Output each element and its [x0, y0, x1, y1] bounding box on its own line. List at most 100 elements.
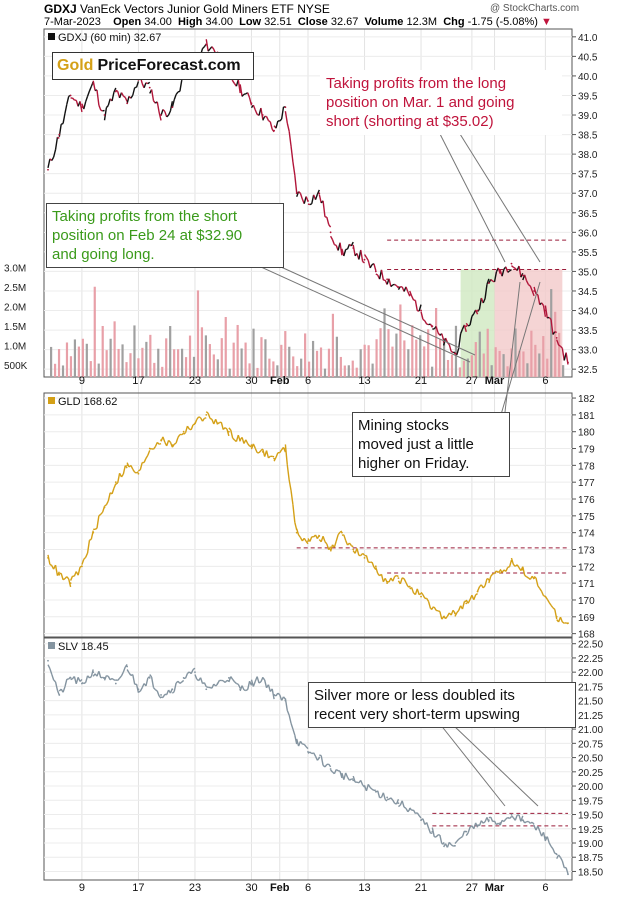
volume-bar: [169, 326, 172, 377]
price-segment: [154, 689, 158, 692]
price-segment: [367, 260, 371, 269]
data-point: [284, 106, 287, 109]
y-tick-label: 171: [578, 579, 595, 590]
data-point: [261, 114, 264, 116]
price-segment: [416, 812, 420, 817]
data-point: [442, 842, 445, 844]
price-segment: [537, 294, 541, 305]
price-segment: [138, 469, 141, 472]
price-segment: [346, 243, 351, 250]
volume-bar: [542, 336, 545, 377]
price-segment: [405, 582, 409, 587]
price-segment: [126, 462, 130, 468]
price-segment: [57, 136, 60, 139]
volume-bar: [129, 353, 132, 377]
low-value: 32.51: [264, 16, 292, 28]
price-segment: [54, 681, 59, 691]
y-tick-label: 34.5: [578, 287, 598, 298]
price-segment: [105, 500, 109, 506]
price-segment: [135, 81, 140, 88]
volume-tick-label: 2.5M: [4, 283, 26, 294]
volume-label: Volume: [364, 16, 404, 28]
price-segment: [550, 845, 554, 850]
price-segment: [431, 827, 435, 837]
price-segment: [501, 819, 505, 823]
y-tick-label: 36.5: [578, 209, 598, 220]
y-tick-label: 36.0: [578, 228, 598, 239]
data-point: [148, 676, 151, 679]
price-segment: [305, 540, 309, 545]
volume-bar: [192, 356, 196, 377]
volume-bar: [538, 353, 541, 377]
volume-bar: [494, 347, 497, 377]
price-segment: [205, 411, 209, 414]
data-point: [465, 325, 468, 328]
data-point: [420, 595, 422, 598]
volume-bar: [558, 332, 561, 377]
price-segment: [232, 80, 236, 84]
price-segment: [143, 82, 147, 89]
price-segment: [345, 540, 349, 546]
price-segment: [171, 99, 175, 108]
price-segment: [177, 434, 181, 438]
price-segment: [463, 324, 467, 332]
volume-bar: [371, 363, 374, 377]
data-point: [103, 676, 106, 679]
price-segment: [450, 350, 454, 354]
price-segment: [546, 836, 550, 844]
price-segment: [132, 468, 136, 473]
price-segment: [230, 429, 234, 439]
security-name: VanEck Vectors Junior Gold Miners ETF: [80, 2, 294, 16]
price-segment: [254, 109, 258, 115]
price-segment: [456, 609, 460, 614]
data-point: [352, 779, 355, 782]
price-segment: [507, 270, 510, 273]
volume-tick-label: 500K: [4, 361, 28, 372]
price-segment: [105, 105, 109, 109]
volume-bar: [292, 356, 295, 377]
price-segment: [139, 462, 143, 470]
price-segment: [418, 815, 422, 819]
price-segment: [203, 682, 207, 688]
data-point: [239, 688, 242, 691]
price-segment: [126, 669, 130, 674]
data-point: [182, 676, 185, 679]
price-segment: [335, 534, 339, 542]
price-segment: [486, 278, 490, 285]
price-segment: [138, 690, 141, 693]
price-segment: [311, 194, 315, 204]
price-segment: [433, 606, 437, 611]
volume-bar: [407, 349, 410, 377]
price-segment: [392, 576, 396, 582]
price-segment: [175, 91, 179, 95]
price-segment: [292, 504, 296, 523]
price-segment: [179, 79, 183, 92]
volume-bar: [478, 331, 481, 377]
price-segment: [173, 682, 177, 692]
price-segment: [279, 694, 283, 701]
price-segment: [467, 826, 471, 834]
price-segment: [478, 297, 483, 310]
price-segment: [356, 548, 360, 556]
y-tick-label: 22.25: [578, 654, 603, 665]
data-point: [58, 133, 61, 136]
volume-bar: [331, 313, 335, 377]
data-point: [544, 309, 547, 312]
price-segment: [343, 534, 347, 541]
price-segment: [117, 677, 121, 681]
price-segment: [107, 492, 111, 502]
price-segment: [382, 792, 386, 800]
price-segment: [328, 224, 332, 228]
price-segment: [111, 677, 115, 681]
data-point: [408, 585, 411, 588]
price-segment: [230, 676, 234, 680]
price-segment: [167, 110, 172, 116]
price-segment: [326, 217, 330, 225]
annotation-line: Taking profits from the short: [52, 208, 238, 225]
volume-bar: [73, 339, 77, 377]
price-segment: [245, 688, 249, 692]
volume-bar: [260, 337, 263, 377]
price-segment: [262, 116, 266, 121]
price-segment: [85, 675, 89, 683]
low-label: Low: [239, 16, 262, 28]
